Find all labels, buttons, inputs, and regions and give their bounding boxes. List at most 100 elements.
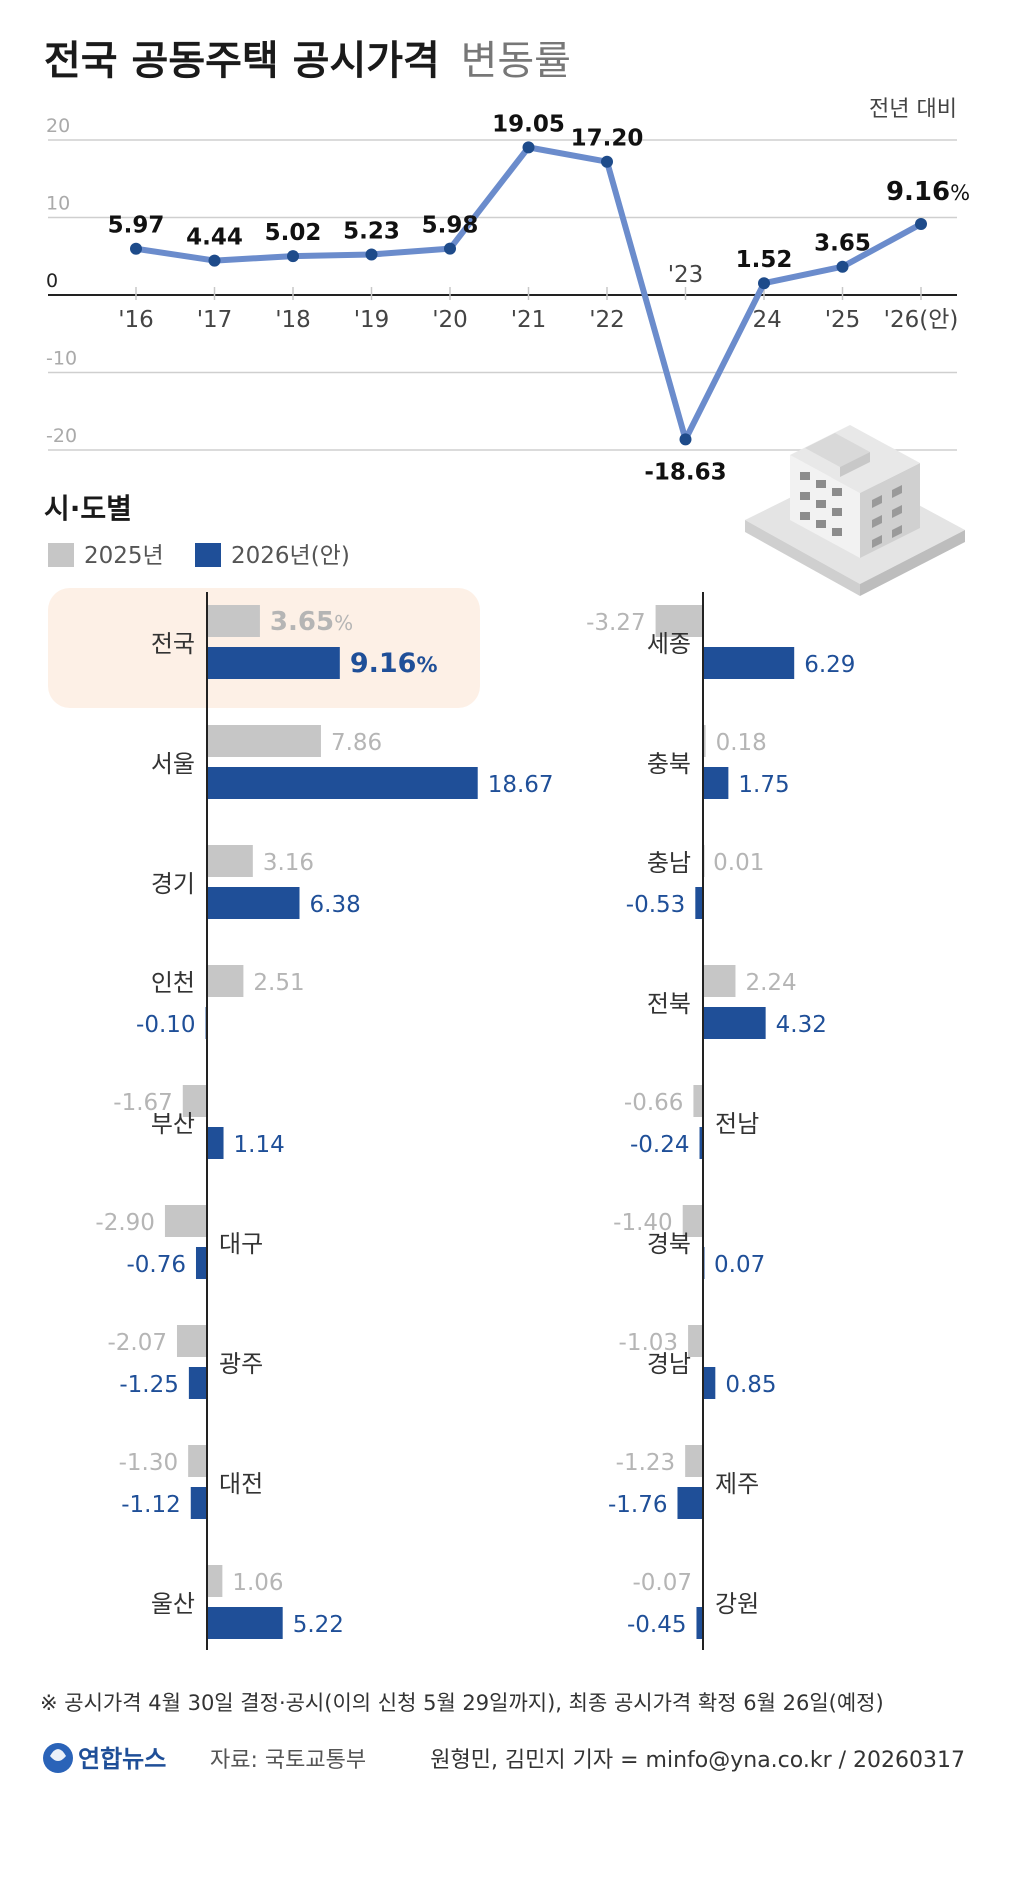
bar-2025 (693, 1085, 703, 1117)
line-value-label: 4.44 (186, 225, 243, 251)
bar-2025 (207, 725, 321, 757)
legend-swatch-2025 (48, 543, 74, 567)
line-ytick-label: 20 (46, 115, 70, 137)
bar-2026 (677, 1487, 703, 1519)
line-point (758, 277, 770, 290)
line-point (522, 141, 535, 154)
apartment-building-icon (745, 425, 965, 596)
bar-2026-label: 6.38 (310, 892, 361, 918)
credit-text: 원형민, 김민지 기자 = minfo@yna.co.kr / 20260317 (430, 1748, 965, 1773)
region-label: 인천 (151, 969, 195, 997)
bar-2025-label: 3.65% (270, 607, 353, 637)
yonhap-logo: 연합뉴스 (43, 1743, 166, 1773)
bar-2025-label: -2.90 (95, 1210, 155, 1236)
bar-2026-label: -0.10 (136, 1012, 196, 1038)
line-xtick-label: '21 (511, 307, 547, 333)
region-label: 충북 (647, 750, 691, 778)
title-bold: 전국 공동주택 공시가격 (44, 38, 440, 84)
bar-2026 (190, 1487, 207, 1519)
bar-2026-label: -1.12 (121, 1492, 181, 1518)
bar-2025 (164, 1205, 207, 1237)
line-xtick-label: '19 (354, 307, 390, 333)
line-xtick-label: '20 (432, 307, 468, 333)
line-chart-xticks: '16'17'18'19'20'21'22'23'24'25'26(안) (118, 262, 958, 333)
line-value-label: 5.02 (265, 220, 322, 246)
bar-2025 (176, 1325, 207, 1357)
line-value-label: 5.23 (343, 218, 400, 244)
title-light: 변동률 (461, 38, 571, 84)
line-value-label: 5.97 (108, 213, 165, 239)
bar-2026 (195, 1247, 207, 1279)
yonhap-logo-text: 연합뉴스 (78, 1745, 166, 1773)
line-point (915, 218, 927, 231)
line-ytick-label: 0 (46, 270, 58, 292)
bar-2025 (655, 605, 703, 637)
bar-column-right: -3.27 6.29 세종 0.18 1.75 충북 0.01 -0.53 충남 2.24 4.32… (586, 592, 855, 1650)
bar-2025-label: -0.07 (632, 1570, 692, 1596)
bar-2026-label: 1.14 (234, 1132, 285, 1158)
bar-2026 (696, 1607, 703, 1639)
line-value-label: 3.65 (814, 231, 871, 257)
line-xtick-label: '23 (668, 262, 704, 288)
bar-2026-label: -1.76 (608, 1492, 668, 1518)
region-label: 울산 (151, 1590, 195, 1618)
line-value-label: -18.63 (644, 459, 726, 485)
bar-2026-label: 5.22 (293, 1612, 344, 1638)
line-xtick-label: '18 (275, 307, 311, 333)
bar-2026 (207, 1607, 283, 1639)
source-text: 자료: 국토교통부 (210, 1748, 366, 1773)
line-point (365, 248, 378, 261)
region-label: 강원 (715, 1590, 759, 1618)
bar-2025-label: 2.51 (253, 970, 304, 996)
line-point (601, 155, 613, 168)
bar-2025 (207, 965, 244, 997)
bar-2025 (188, 1445, 207, 1477)
bar-2026 (703, 767, 729, 799)
bar-2025 (207, 1565, 223, 1597)
region-label: 제주 (715, 1470, 759, 1498)
bar-2025 (182, 1085, 207, 1117)
bar-2025-label: -1.40 (613, 1210, 673, 1236)
bar-2025-label: -1.03 (619, 1330, 679, 1356)
line-point (287, 250, 299, 263)
bar-2025 (685, 1445, 703, 1477)
line-value-label: 5.98 (422, 213, 479, 239)
bar-2026 (207, 647, 340, 679)
bar-2026-label: -0.53 (626, 892, 686, 918)
bar-2026 (703, 1007, 766, 1039)
unit-note: 전년 대비 (869, 97, 957, 122)
bar-2025-label: 3.16 (263, 850, 314, 876)
bar-2026-label: -0.45 (627, 1612, 687, 1638)
bar-2025 (703, 965, 736, 997)
bar-2025-label: 1.06 (232, 1570, 283, 1596)
line-point (836, 260, 849, 273)
line-ytick-label: -10 (46, 348, 77, 370)
bar-2025 (703, 725, 706, 757)
region-label: 충남 (647, 849, 691, 877)
bar-2026-label: 18.67 (488, 772, 554, 798)
line-ytick-label: 10 (46, 193, 70, 215)
line-chart-plot (130, 141, 927, 446)
bar-2025-label: -2.07 (107, 1330, 167, 1356)
bar-2025 (207, 605, 260, 637)
line-value-label: 17.20 (571, 126, 644, 152)
bar-2026 (207, 1127, 224, 1159)
bar-2026 (703, 1367, 716, 1399)
bar-2026 (207, 767, 478, 799)
line-point (208, 254, 221, 267)
bar-2026-label: 0.85 (725, 1372, 776, 1398)
region-label: 전국 (151, 630, 195, 658)
legend-label-2025: 2025년 (84, 543, 164, 569)
bar-2026 (207, 887, 300, 919)
legend-swatch-2026 (195, 543, 221, 567)
bar-2025 (682, 1205, 703, 1237)
line-point (679, 433, 692, 446)
bar-2025-label: 0.18 (716, 730, 767, 756)
line-point (444, 242, 456, 255)
bar-2026-label: 4.32 (776, 1012, 827, 1038)
line-xtick-label: '17 (197, 307, 233, 333)
bar-2026-label: -1.25 (119, 1372, 179, 1398)
